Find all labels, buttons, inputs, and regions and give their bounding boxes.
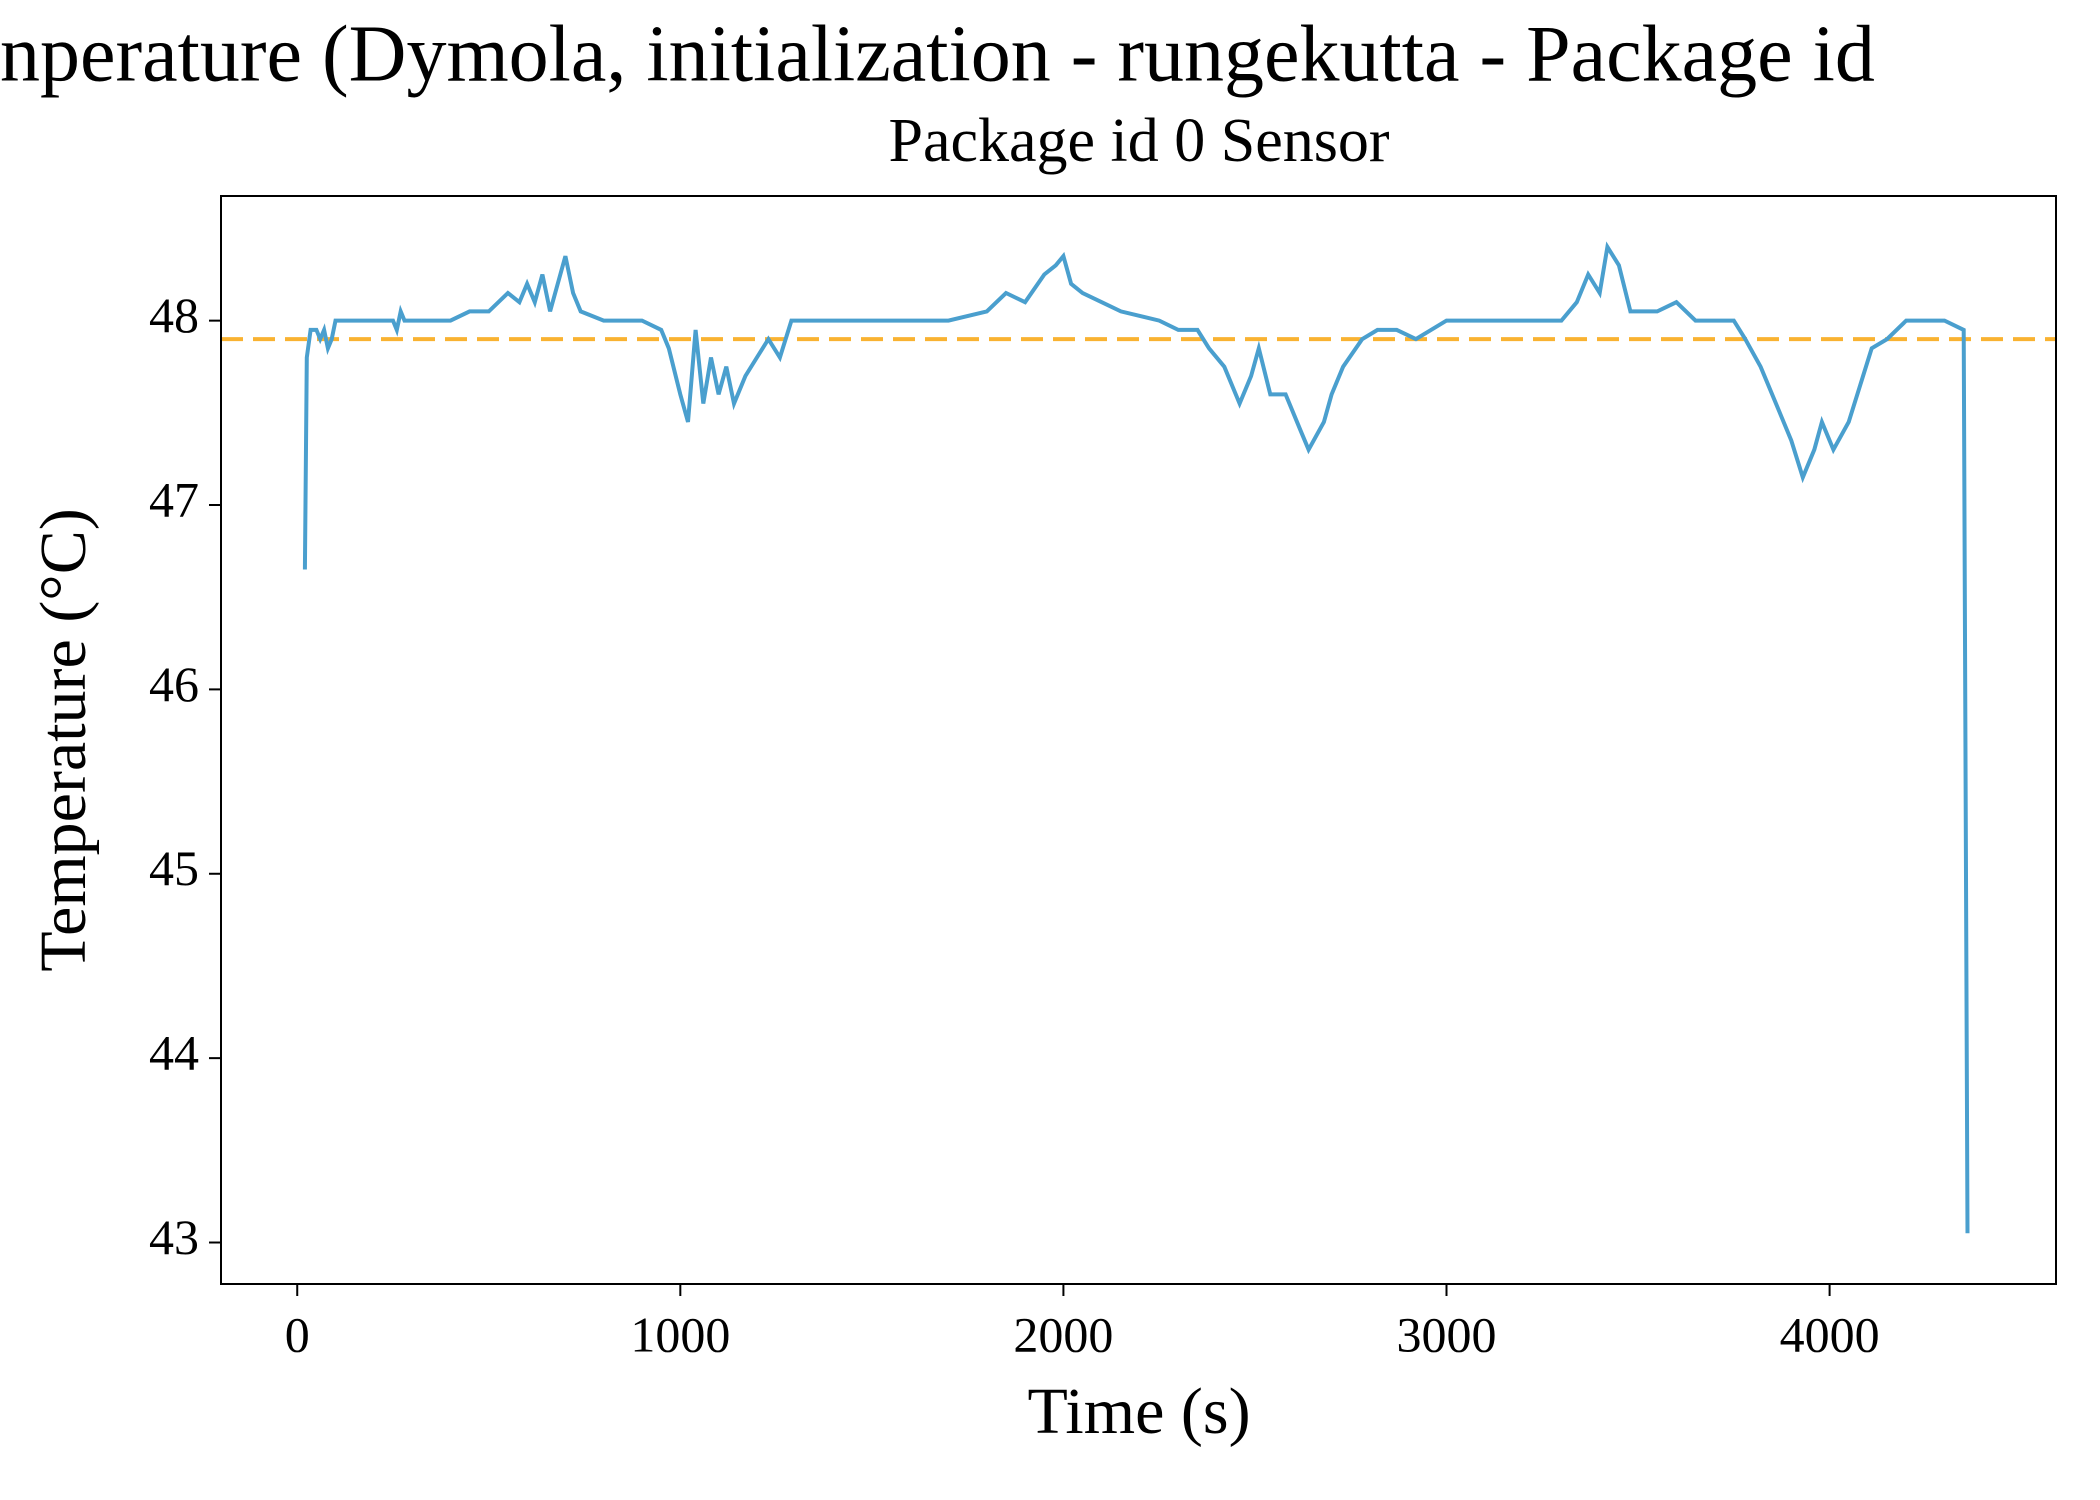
chart-title: nperature (Dymola, initialization - rung… [0,10,1875,98]
data-line [302,241,1970,1234]
plot-frame [220,195,2057,1285]
y-tick-label: 44 [149,1025,199,1081]
x-tick-label: 2000 [1013,1306,1113,1362]
y-tick-label: 46 [149,656,199,712]
y-axis-label: Temperature (°C) [27,508,100,971]
chart-subtitle: Package id 0 Sensor [888,107,1389,175]
y-tick-label: 48 [149,287,199,343]
y-tick-label: 45 [149,840,199,896]
x-axis-label: Time (s) [1027,1375,1250,1448]
x-tick-label: 4000 [1780,1306,1880,1362]
x-tick-label: 3000 [1397,1306,1497,1362]
y-tick-label: 47 [149,471,199,527]
y-tick-label: 43 [149,1209,199,1265]
x-tick-label: 1000 [630,1306,730,1362]
x-tick-label: 0 [285,1306,310,1362]
